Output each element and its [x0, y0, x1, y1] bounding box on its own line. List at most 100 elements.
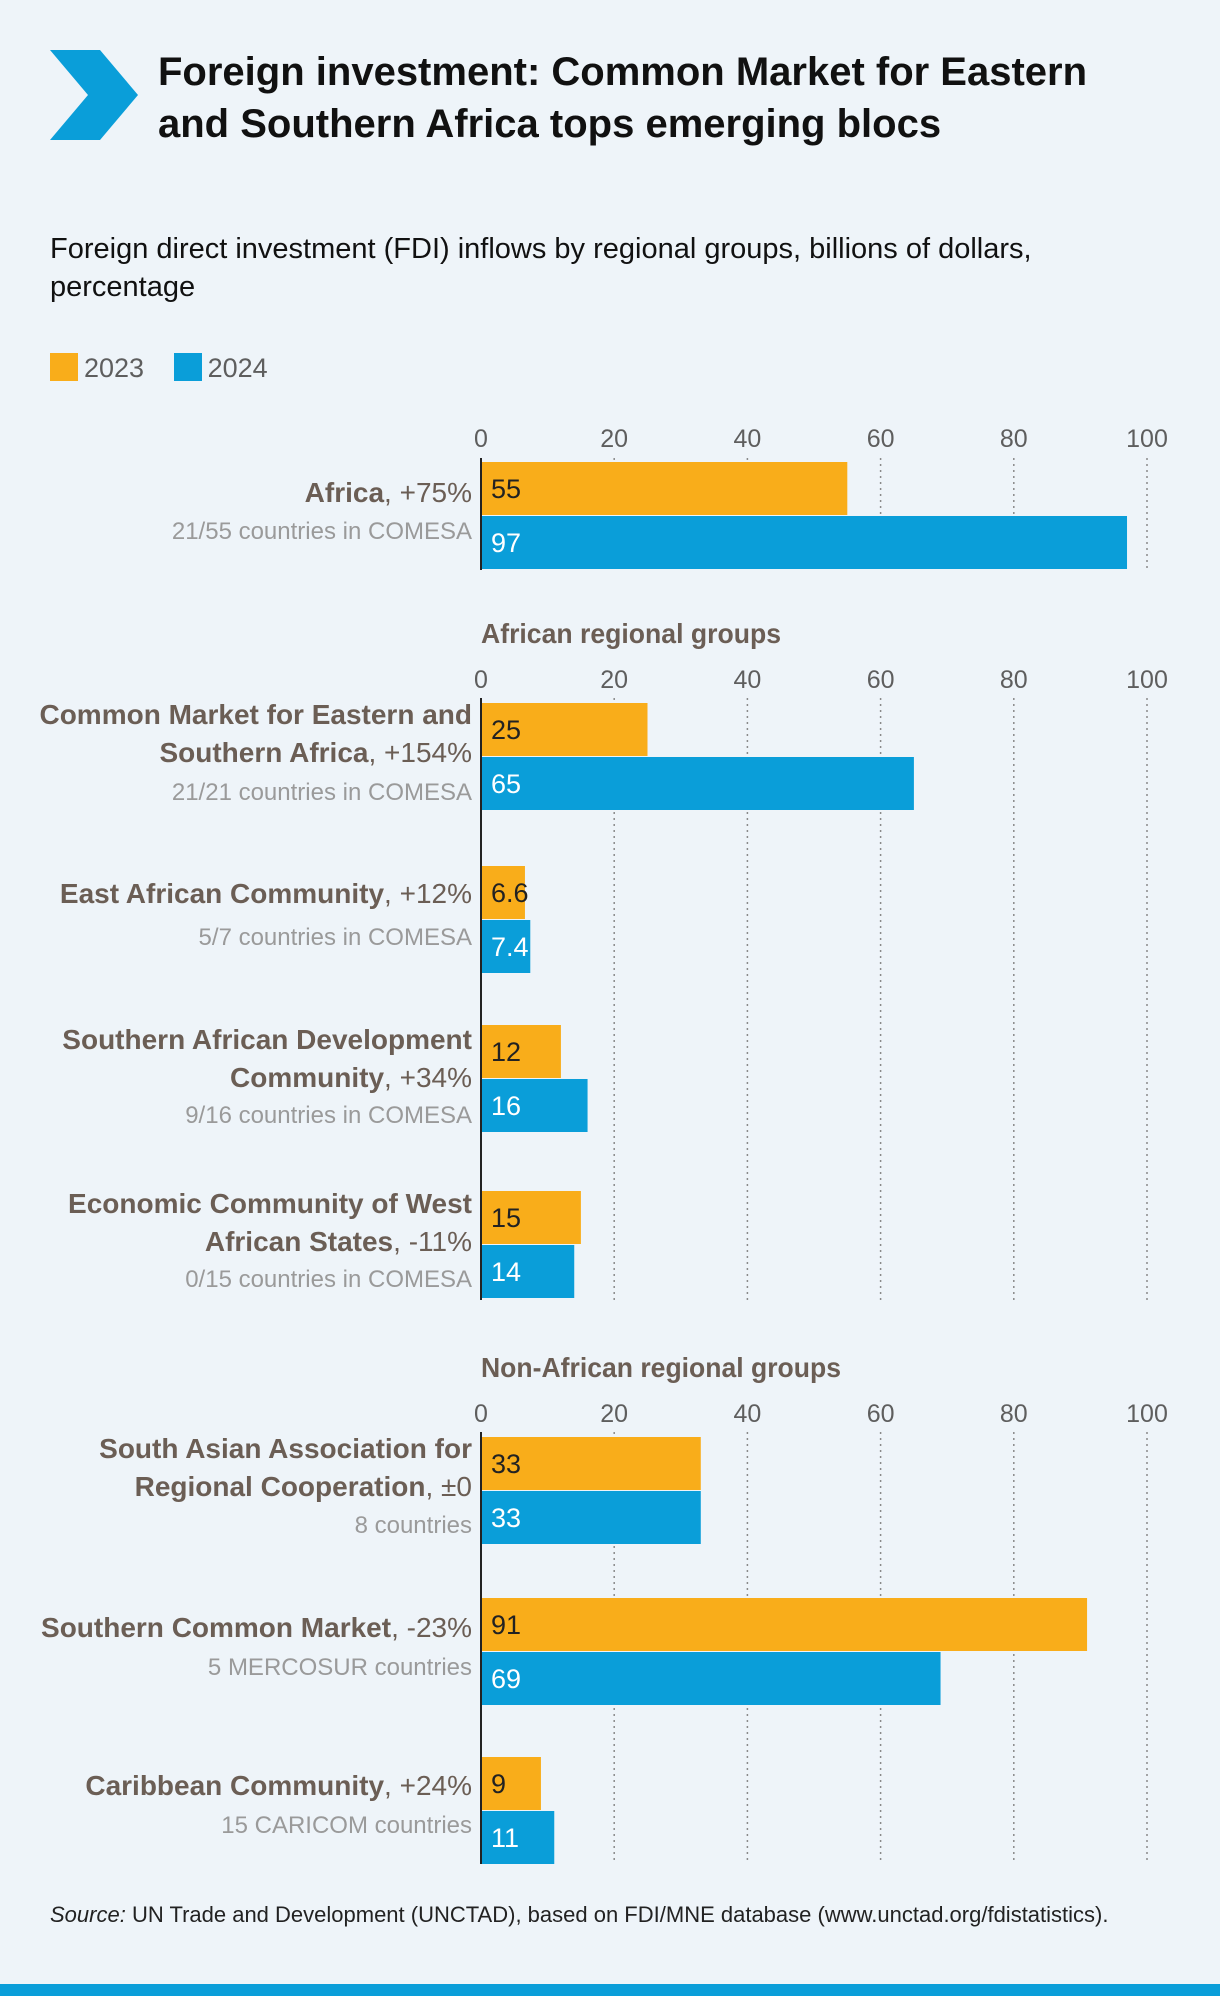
- tick-label: 100: [1126, 425, 1168, 453]
- source-prefix: Source:: [50, 1902, 126, 1927]
- bottom-rule: [0, 1984, 1220, 1996]
- tick-label: 40: [733, 1400, 761, 1428]
- group-heading: African regional groups: [481, 618, 781, 649]
- data-label: 16: [491, 1091, 521, 1121]
- source-text: UN Trade and Development (UNCTAD), based…: [131, 1902, 1109, 1927]
- data-label: 9: [491, 1769, 506, 1799]
- tick-label: 60: [867, 425, 895, 453]
- row-label-name: African States: [205, 1226, 393, 1257]
- data-label: 6.6: [491, 878, 529, 908]
- bar-2023: [481, 866, 525, 919]
- data-label: 7.4: [491, 932, 529, 962]
- row-label-change: , ±0: [426, 1471, 473, 1502]
- row-sublabel: 15 CARICOM countries: [221, 1812, 472, 1839]
- tick-label: 40: [733, 666, 761, 694]
- data-label: 33: [491, 1449, 521, 1479]
- data-label: 91: [491, 1610, 521, 1640]
- bar-2023: [481, 1598, 1088, 1651]
- tick-label: 80: [1000, 1400, 1028, 1428]
- row-label-name: East African Community: [60, 878, 385, 909]
- row-label-change: , +75%: [384, 477, 472, 508]
- chevron-logo-icon: [50, 50, 138, 140]
- row-sublabel: 21/21 countries in COMESA: [172, 779, 472, 806]
- row-label-name: Southern African Development: [62, 1024, 472, 1055]
- row-label-change: , -23%: [391, 1612, 472, 1643]
- row-label-change: , +154%: [368, 737, 472, 768]
- row-label: Africa, +75%: [305, 477, 472, 508]
- bar-2023: [481, 1025, 561, 1078]
- data-label: 55: [491, 474, 521, 504]
- data-label: 25: [491, 715, 521, 745]
- row-label: Community, +34%: [230, 1062, 472, 1093]
- row-label-name: Common Market for Eastern and: [39, 699, 472, 730]
- bar-2024: [481, 757, 914, 810]
- data-label: 97: [491, 528, 521, 558]
- row-label: Economic Community of West: [68, 1188, 472, 1219]
- row-label-change: , +24%: [384, 1770, 472, 1801]
- bar-2024: [481, 1491, 701, 1544]
- bar-2023: [481, 1757, 541, 1810]
- bar-2024: [481, 1079, 588, 1132]
- bar-2024: [481, 1245, 575, 1298]
- bar-2023: [481, 1437, 701, 1490]
- row-label: Southern Common Market, -23%: [41, 1612, 472, 1643]
- row-label-name: Community: [230, 1062, 384, 1093]
- row-label-name: Economic Community of West: [68, 1188, 472, 1219]
- tick-label: 100: [1126, 1400, 1168, 1428]
- row-label: Regional Cooperation, ±0: [135, 1471, 472, 1502]
- legend-swatch-2023: [50, 353, 78, 381]
- data-label: 65: [491, 769, 521, 799]
- tick-label: 0: [474, 1400, 488, 1428]
- row-sublabel: 9/16 countries in COMESA: [185, 1102, 472, 1129]
- row-label-name: Africa: [305, 477, 385, 508]
- row-sublabel: 5 MERCOSUR countries: [208, 1654, 472, 1681]
- row-label-name: Regional Cooperation: [135, 1471, 426, 1502]
- legend-swatch-2024: [173, 353, 202, 381]
- row-sublabel: 21/55 countries in COMESA: [172, 518, 472, 545]
- row-sublabel: 8 countries: [355, 1512, 472, 1539]
- tick-label: 80: [1000, 425, 1028, 453]
- row-label: African States, -11%: [205, 1226, 472, 1257]
- data-label: 14: [491, 1257, 521, 1287]
- source-note: Source: UN Trade and Development (UNCTAD…: [50, 1902, 1180, 1928]
- data-label: 33: [491, 1503, 521, 1533]
- row-label: Common Market for Eastern and: [39, 699, 472, 730]
- legend-label-2023: 2023: [84, 353, 145, 383]
- bar-2024: [481, 1652, 941, 1705]
- chart-title: Foreign investment: Common Market for Ea…: [158, 50, 1088, 146]
- tick-label: 60: [867, 1400, 895, 1428]
- tick-label: 100: [1126, 666, 1168, 694]
- group-heading: Non-African regional groups: [481, 1352, 841, 1383]
- data-label: 69: [491, 1664, 521, 1694]
- row-label-name: Caribbean Community: [85, 1770, 384, 1801]
- row-label: South Asian Association for: [99, 1433, 472, 1464]
- data-label: 12: [491, 1037, 521, 1067]
- bar-2024: [481, 920, 531, 973]
- bar-2023: [481, 703, 648, 756]
- tick-label: 60: [867, 666, 895, 694]
- legend-label-2024: 2024: [207, 353, 268, 383]
- bar-2024: [481, 1811, 555, 1864]
- tick-label: 20: [600, 425, 628, 453]
- legend-item-2023: 2023: [50, 353, 144, 384]
- row-label-name: South Asian Association for: [99, 1433, 472, 1464]
- tick-label: 0: [474, 425, 488, 453]
- tick-label: 40: [733, 425, 761, 453]
- row-sublabel: 0/15 countries in COMESA: [185, 1266, 472, 1293]
- legend: 2023 2024: [50, 353, 290, 384]
- chart-subtitle: Foreign direct investment (FDI) inflows …: [50, 233, 1032, 303]
- tick-label: 0: [474, 666, 488, 694]
- row-label-name: Southern Africa: [159, 737, 368, 768]
- legend-item-2024: 2024: [173, 353, 268, 384]
- row-label-change: , -11%: [393, 1226, 472, 1257]
- row-label-name: Southern Common Market: [41, 1612, 391, 1643]
- bar-2023: [481, 462, 848, 515]
- tick-label: 20: [600, 666, 628, 694]
- row-label: East African Community, +12%: [60, 878, 472, 909]
- data-label: 15: [491, 1203, 521, 1233]
- bar-chart: 0 20 40 60 80 100 55 97 Africa, +75% 21/55 countr…: [39, 425, 1168, 1864]
- row-label: Southern African Development: [62, 1024, 472, 1055]
- bar-2023: [481, 1191, 581, 1244]
- row-label-change: , +34%: [384, 1062, 472, 1093]
- row-label-change: , +12%: [384, 878, 472, 909]
